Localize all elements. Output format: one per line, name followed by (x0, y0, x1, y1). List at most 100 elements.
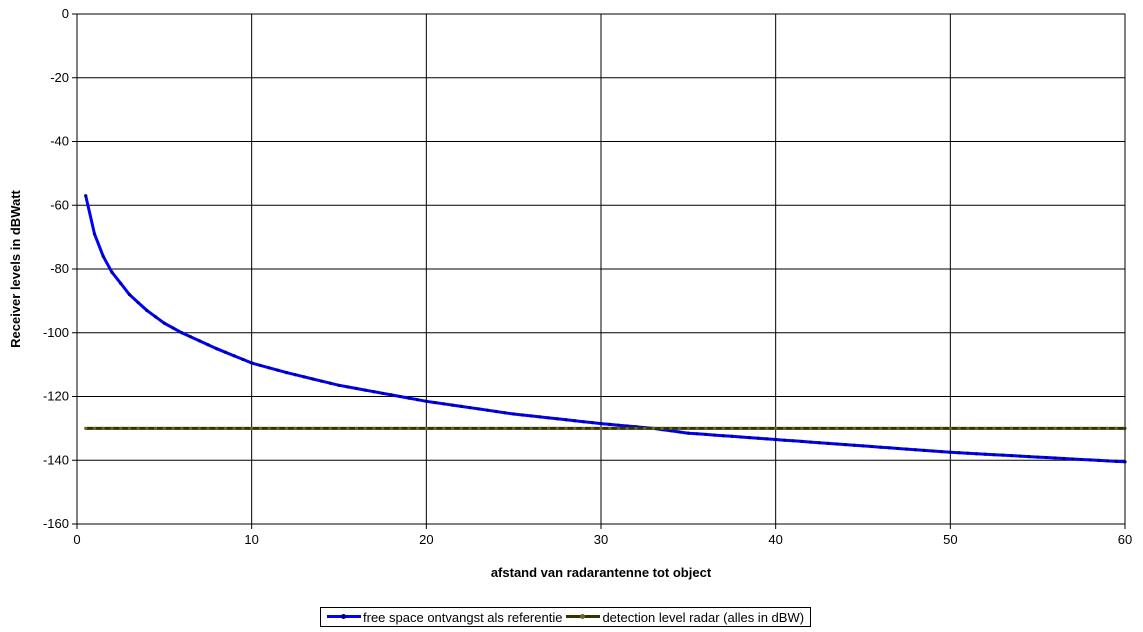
data-point (608, 422, 612, 426)
data-point (809, 426, 813, 430)
data-point (302, 426, 306, 430)
data-point (870, 444, 874, 449)
data-point (188, 335, 193, 339)
data-point (581, 420, 586, 424)
legend-label-detection-level: detection level radar (alles in dBW) (602, 609, 805, 625)
data-point (389, 393, 393, 397)
x-tick-label: 0 (73, 532, 80, 547)
data-point (669, 426, 673, 430)
data-point (354, 386, 359, 391)
tick-labels: 0 -20 -40 -60 -80 -100 -120 -140 -160 0 10 20 30 40 50… (43, 6, 1132, 547)
data-point (896, 446, 900, 451)
data-point (206, 426, 210, 430)
data-point (136, 426, 140, 430)
data-point (599, 421, 603, 426)
data-point (346, 385, 350, 389)
data-point (555, 426, 559, 430)
data-point (258, 363, 262, 368)
x-tick-label: 20 (419, 532, 433, 547)
data-point (424, 426, 428, 430)
data-point (870, 426, 874, 430)
data-point (1079, 457, 1083, 462)
legend-swatch-free-space (327, 612, 361, 622)
data-point (1071, 457, 1075, 461)
data-point (311, 426, 315, 430)
data-point (319, 379, 324, 383)
x-tick-label: 30 (594, 532, 608, 547)
data-point (206, 343, 210, 347)
data-point (686, 426, 690, 430)
data-point (974, 426, 979, 430)
data-point (782, 438, 787, 442)
data-point (92, 426, 97, 430)
data-point (966, 451, 970, 455)
data-point (774, 437, 778, 442)
data-point (1088, 426, 1092, 430)
data-point (285, 426, 289, 430)
data-point (398, 426, 402, 430)
data-point (730, 434, 734, 438)
data-point (712, 426, 717, 430)
data-point (512, 426, 516, 430)
data-point (180, 331, 184, 335)
data-point (494, 426, 498, 430)
data-point (643, 426, 647, 430)
data-point (215, 426, 219, 430)
data-point (363, 388, 367, 392)
data-point (110, 270, 114, 274)
y-tick-label: -140 (43, 452, 69, 467)
plot-border (76, 13, 1126, 525)
data-point (678, 430, 682, 434)
data-point (127, 426, 131, 430)
data-point (101, 254, 105, 258)
data-point (992, 426, 996, 430)
y-tick-label: -40 (50, 134, 69, 149)
data-point (791, 426, 795, 430)
data-point (1053, 456, 1057, 460)
data-point (739, 435, 743, 439)
data-point (1009, 426, 1014, 430)
data-point (782, 426, 787, 430)
data-point (258, 426, 262, 430)
data-point (416, 426, 420, 430)
data-point (110, 426, 114, 430)
data-point (896, 426, 900, 430)
data-point (573, 419, 577, 423)
data-point (695, 426, 699, 430)
x-axis-title: afstand van radarantenne tot object (491, 565, 712, 580)
data-point (223, 350, 228, 354)
data-point (704, 426, 708, 430)
data-point (852, 443, 856, 447)
data-point (180, 426, 184, 430)
data-point (765, 426, 769, 430)
data-point (931, 426, 935, 430)
data-point (171, 426, 175, 430)
data-point (913, 426, 918, 430)
data-point (1009, 454, 1014, 458)
data-point (887, 446, 891, 450)
data-point (171, 326, 175, 330)
data-point (250, 426, 254, 430)
data-point (1053, 426, 1057, 430)
data-point (966, 426, 970, 430)
data-point (424, 399, 428, 403)
data-point (678, 426, 682, 430)
data-point (372, 390, 376, 394)
data-point (730, 426, 734, 430)
series-lines (84, 194, 1127, 464)
data-point (319, 426, 324, 430)
data-point (1114, 426, 1118, 430)
data-point (774, 426, 778, 430)
data-point (468, 406, 472, 410)
data-point (127, 292, 131, 297)
data-point (905, 447, 909, 451)
data-point (1044, 455, 1048, 460)
data-point (241, 426, 245, 430)
data-point (223, 426, 228, 430)
data-point (101, 426, 105, 430)
x-tick-label: 40 (768, 532, 782, 547)
data-point (503, 411, 507, 415)
data-point (948, 426, 952, 430)
data-point (957, 451, 961, 455)
